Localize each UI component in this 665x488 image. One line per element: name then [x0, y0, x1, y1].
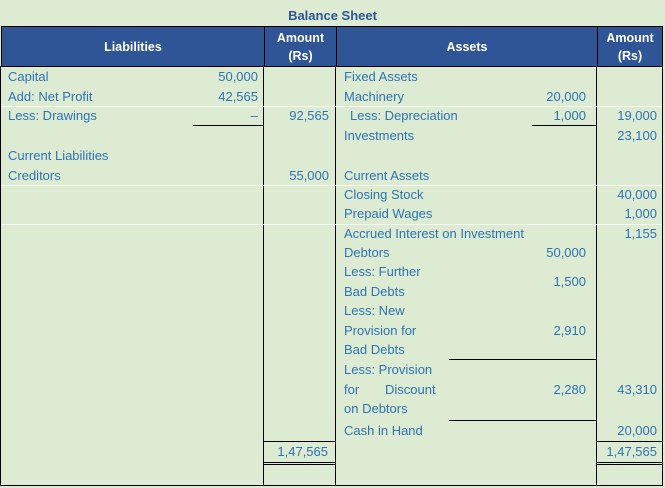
- gridline: [1, 106, 662, 107]
- drawings-label: Less: Drawings: [8, 108, 97, 123]
- assets-grand-total: 1,47,565: [606, 444, 657, 459]
- new-provision-value: 2,910: [553, 323, 586, 338]
- total-rule-double: [596, 464, 662, 465]
- column-divider: [263, 66, 264, 486]
- further-bad-debts-label-2: Bad Debts: [344, 284, 405, 299]
- gridline: [1, 185, 662, 186]
- depreciation-label: Less: Depreciation: [350, 108, 458, 123]
- header-liabilities: Liabilities: [104, 39, 162, 54]
- net-profit-value: 42,565: [218, 89, 258, 104]
- provision-discount-label-2b: Discount: [385, 382, 436, 397]
- header-amount-right-line1: Amount: [606, 30, 654, 45]
- table-header: Liabilities Amount (Rs) Assets Amount (R…: [1, 26, 663, 67]
- further-bad-debts-value: 1,500: [553, 274, 586, 289]
- total-rule-top: [596, 441, 662, 442]
- prepaid-wages-label: Prepaid Wages: [344, 206, 433, 221]
- current-liabilities-heading: Current Liabilities: [8, 148, 109, 163]
- fixed-assets-heading: Fixed Assets: [344, 69, 418, 84]
- investments-label: Investments: [344, 128, 415, 143]
- provision-discount-label-2a: for: [344, 382, 360, 397]
- accrued-interest-label: Accrued Interest on Investment: [344, 226, 524, 241]
- cash-in-hand-label: Cash in Hand: [344, 423, 423, 438]
- total-rule-double: [263, 462, 335, 463]
- gridline: [1, 224, 662, 225]
- header-assets: Assets: [446, 39, 488, 54]
- header-amount-left: Amount (Rs): [265, 27, 336, 66]
- header-amount-left-line1: Amount: [276, 30, 325, 45]
- subtotal-rule: [193, 125, 263, 126]
- debtors-value: 50,000: [546, 245, 586, 260]
- table-border-bottom: [0, 485, 663, 486]
- capital-value: 50,000: [218, 69, 258, 84]
- header-amount-right: Amount (Rs): [598, 27, 662, 66]
- closing-stock-total: 40,000: [617, 187, 657, 202]
- current-assets-heading: Current Assets: [344, 168, 430, 183]
- machinery-label: Machinery: [344, 89, 404, 104]
- machinery-total: 19,000: [617, 108, 657, 123]
- capital-label: Capital: [8, 69, 49, 84]
- header-divider: [264, 27, 265, 66]
- provision-discount-label-1: Less: Provision: [344, 362, 433, 377]
- total-rule-top: [263, 441, 335, 442]
- drawings-value: –: [250, 108, 258, 123]
- net-profit-label: Add: Net Profit: [8, 89, 93, 104]
- total-rule-double: [263, 464, 335, 465]
- debtors-net-total: 43,310: [617, 382, 657, 397]
- closing-stock-label: Closing Stock: [344, 187, 424, 202]
- machinery-value: 20,000: [546, 89, 586, 104]
- creditors-total: 55,000: [289, 168, 329, 183]
- further-bad-debts-label-1: Less: Further: [344, 264, 421, 279]
- capital-total: 92,565: [289, 108, 329, 123]
- total-rule-double: [596, 462, 662, 463]
- new-provision-label-1: Less: New: [344, 303, 405, 318]
- subtotal-rule: [449, 359, 596, 360]
- creditors-label: Creditors: [8, 168, 61, 183]
- subtotal-rule: [449, 420, 596, 421]
- investments-total: 23,100: [617, 128, 657, 143]
- header-divider: [597, 27, 598, 66]
- table-border-right: [662, 66, 663, 486]
- depreciation-value: 1,000: [553, 108, 586, 123]
- new-provision-label-3: Bad Debts: [344, 342, 405, 357]
- liabilities-grand-total: 1,47,565: [277, 444, 328, 459]
- provision-discount-label-3: on Debtors: [344, 401, 408, 416]
- accrued-interest-total: 1,155: [624, 226, 657, 241]
- page-title: Balance Sheet: [288, 8, 377, 23]
- column-divider: [335, 66, 336, 486]
- header-amount-right-line2: (Rs): [617, 48, 643, 63]
- new-provision-label-2: Provision for: [344, 323, 417, 338]
- table-border-left: [0, 66, 1, 486]
- cash-in-hand-total: 20,000: [617, 423, 657, 438]
- provision-discount-value: 2,280: [553, 382, 586, 397]
- debtors-label: Debtors: [344, 245, 390, 260]
- header-amount-left-line2: (Rs): [288, 48, 313, 63]
- column-divider: [596, 66, 597, 486]
- prepaid-wages-total: 1,000: [624, 206, 657, 221]
- subtotal-rule: [532, 125, 596, 126]
- header-divider: [336, 27, 337, 66]
